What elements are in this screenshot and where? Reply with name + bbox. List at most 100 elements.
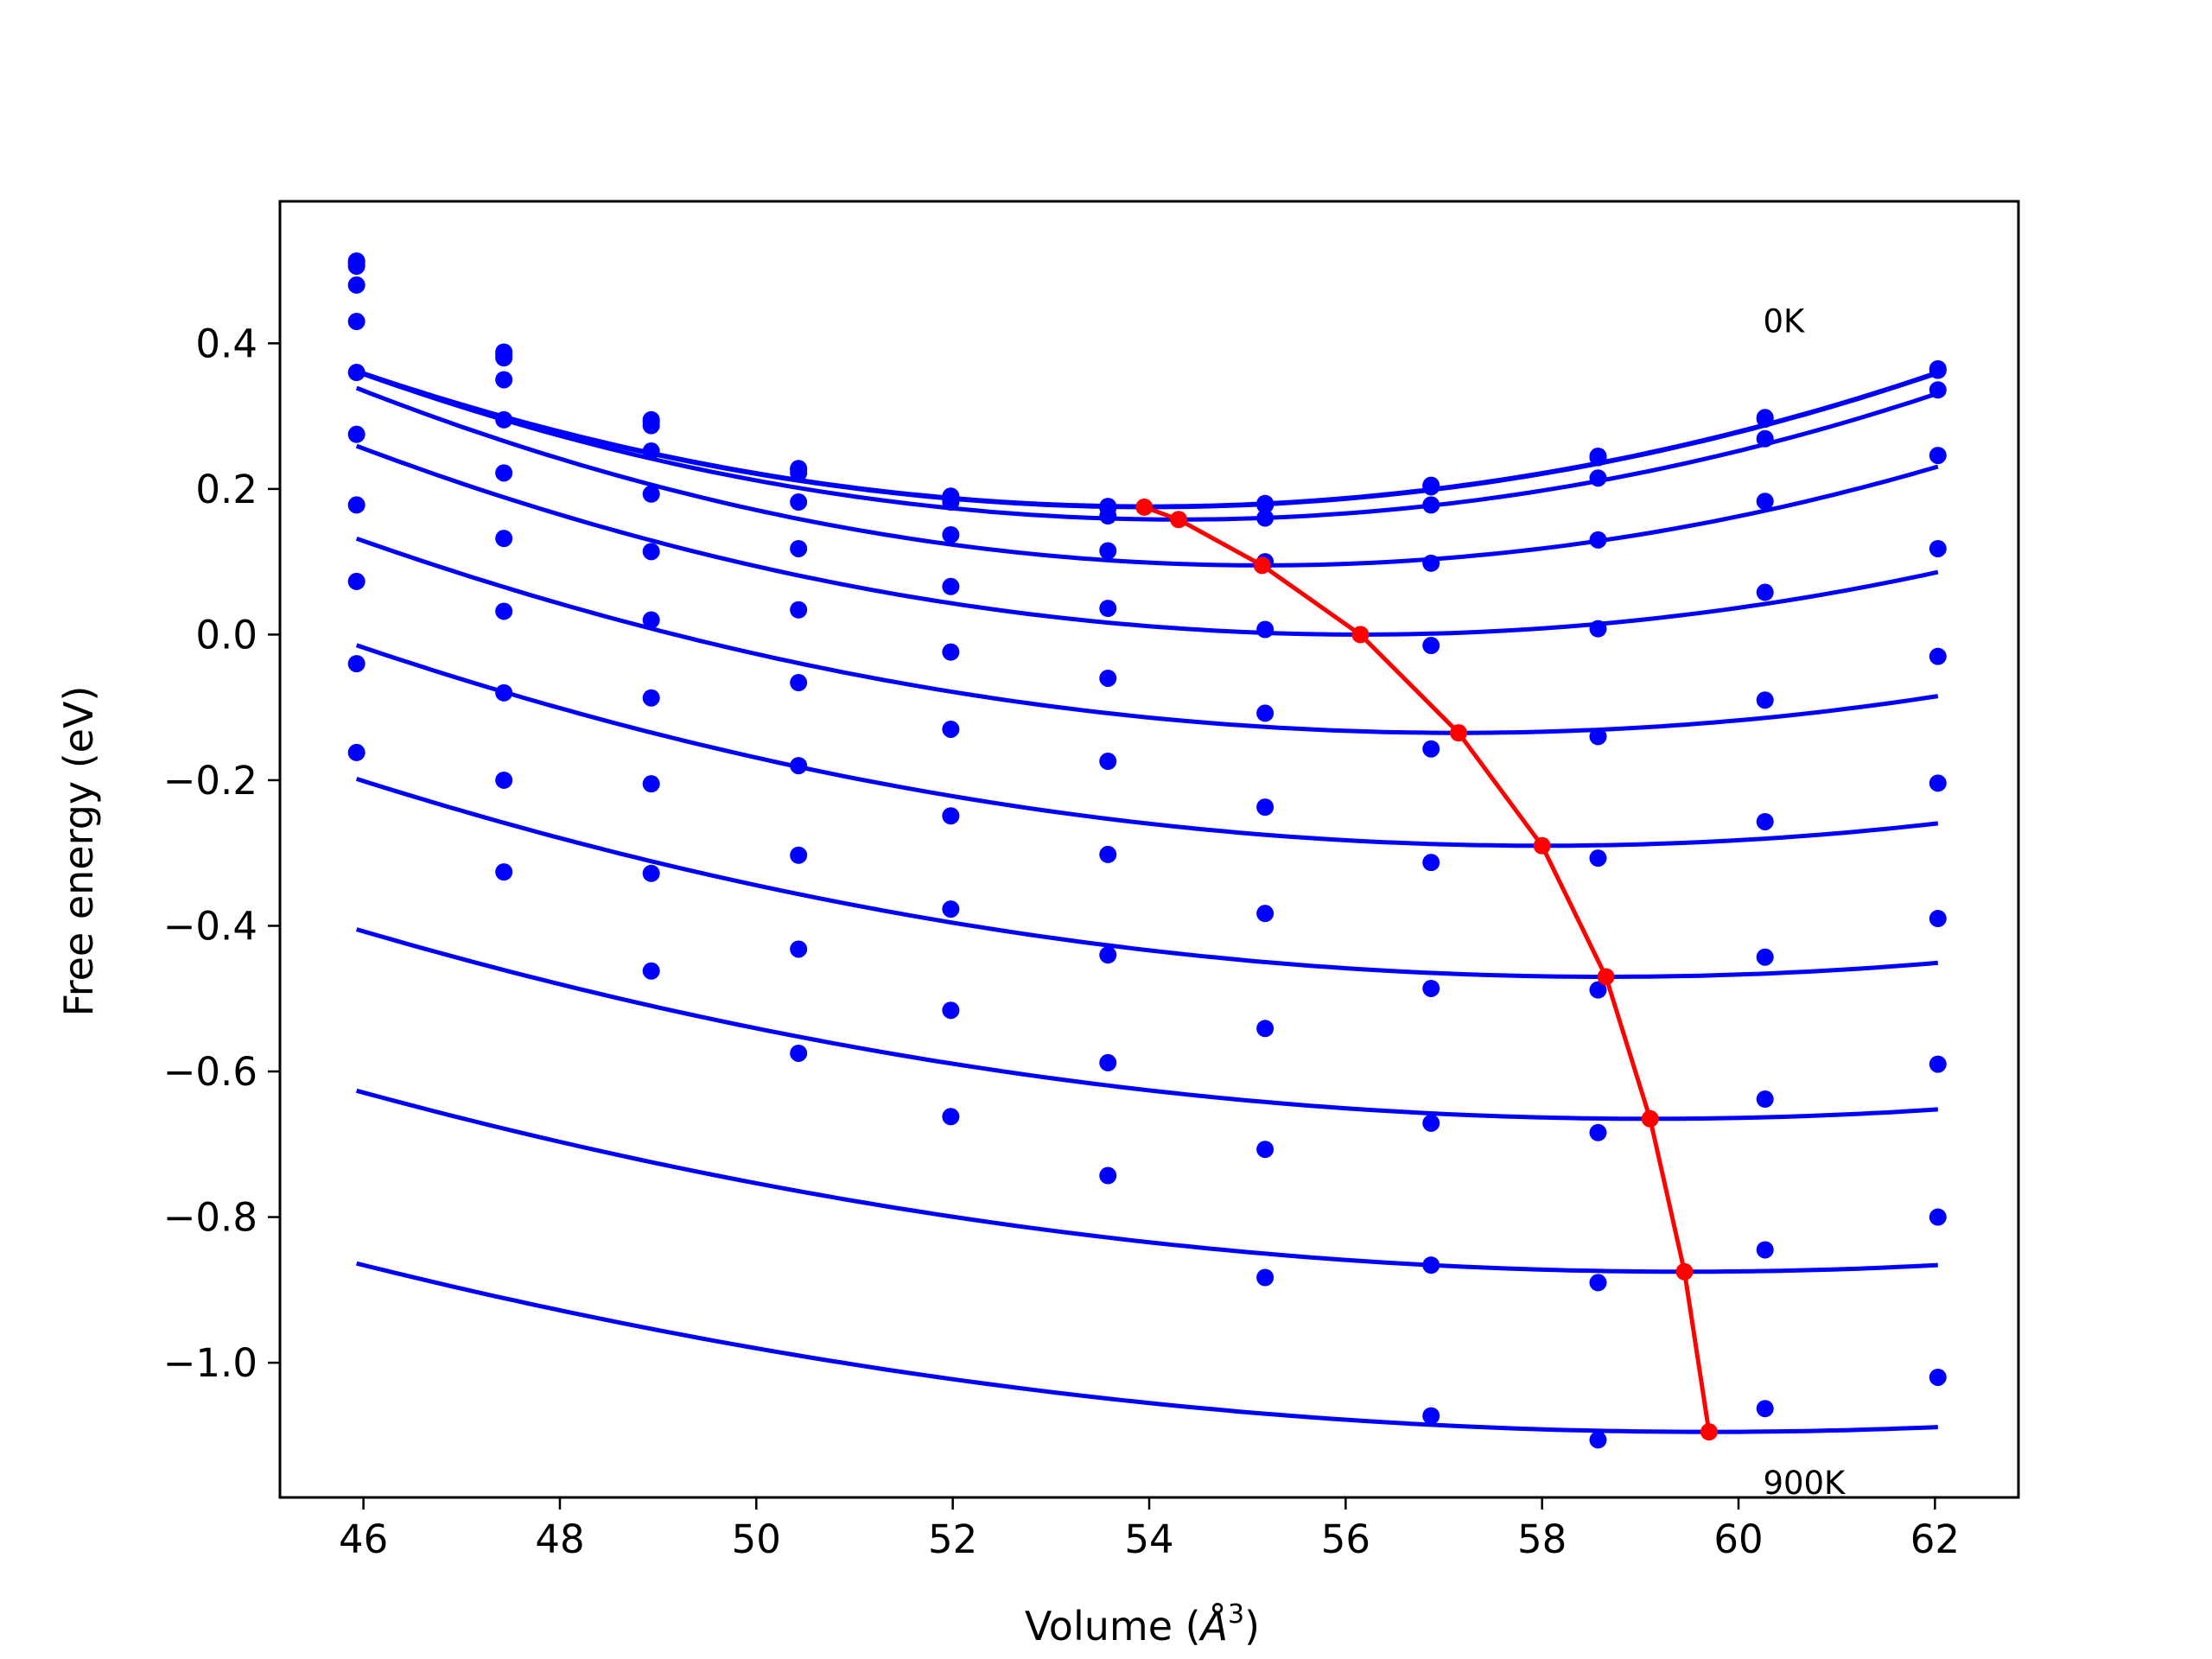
- y-tick-label: −1.0: [163, 1340, 257, 1386]
- fit-curve: [355, 777, 1939, 979]
- data-point: [1099, 1166, 1117, 1185]
- minimum-path-line: [1143, 505, 1712, 1433]
- data-point: [642, 775, 660, 793]
- data-point: [1589, 1431, 1607, 1449]
- minimum-path-point: [1533, 836, 1551, 855]
- data-point: [1756, 409, 1774, 427]
- y-tick-label: −0.8: [163, 1195, 257, 1241]
- data-point: [347, 425, 365, 443]
- data-point: [495, 410, 513, 429]
- data-point: [1756, 1241, 1774, 1259]
- data-point: [495, 371, 513, 389]
- plot-frame: [278, 200, 2020, 1499]
- fit-curve: [355, 369, 1939, 509]
- minimum-path-point: [1351, 626, 1370, 644]
- minimum-path-point: [1450, 724, 1468, 742]
- data-point: [1256, 494, 1274, 512]
- fit-curve: [355, 385, 1939, 568]
- data-point: [790, 1044, 808, 1062]
- data-point: [1929, 359, 1947, 378]
- y-tick-label: 0.4: [195, 321, 257, 366]
- x-axis-ticks: 46 48 50 52 54 56 58 60 62: [339, 1497, 1960, 1562]
- data-point: [347, 743, 365, 761]
- x-tick-label: 52: [928, 1516, 977, 1562]
- data-point: [1589, 728, 1607, 746]
- data-point: [347, 364, 365, 382]
- data-point: [1422, 854, 1440, 872]
- data-point: [1589, 1274, 1607, 1292]
- x-tick-label: 46: [339, 1516, 388, 1562]
- x-tick-label: 48: [535, 1516, 584, 1562]
- data-points: [347, 252, 1947, 1449]
- fit-curve: [356, 927, 1938, 1122]
- data-point: [790, 493, 808, 512]
- data-point: [790, 464, 808, 482]
- data-point: [1422, 979, 1440, 997]
- data-point: [1929, 910, 1947, 928]
- data-point: [642, 962, 660, 980]
- data-point: [1589, 447, 1607, 465]
- x-axis-label-symbol: Å: [1198, 1603, 1228, 1649]
- y-tick-label: −0.4: [163, 903, 257, 949]
- data-point: [790, 846, 808, 864]
- fit-curve: [355, 369, 1939, 522]
- data-point: [1929, 1368, 1947, 1386]
- x-axis-label-text: Volume (: [1025, 1603, 1201, 1649]
- data-point: [1422, 1114, 1440, 1132]
- data-point: [1256, 1020, 1274, 1038]
- data-point: [642, 611, 660, 629]
- data-point: [1589, 981, 1607, 999]
- data-point: [1256, 509, 1274, 527]
- data-point: [642, 864, 660, 882]
- data-point: [942, 900, 960, 918]
- data-point: [1756, 691, 1774, 709]
- data-point: [347, 572, 365, 590]
- data-point: [1099, 669, 1117, 687]
- data-point: [642, 442, 660, 461]
- data-point: [347, 655, 365, 673]
- data-point: [1256, 905, 1274, 923]
- minimum-path-point: [1641, 1109, 1659, 1128]
- data-point: [1929, 1208, 1947, 1226]
- data-point: [642, 485, 660, 503]
- data-point: [1099, 845, 1117, 863]
- data-point: [1422, 554, 1440, 572]
- data-point: [942, 807, 960, 825]
- data-point: [790, 539, 808, 557]
- data-point: [1422, 1407, 1440, 1425]
- data-point: [642, 416, 660, 435]
- x-axis-label: Volume (Å3): [1025, 1599, 1260, 1649]
- data-point: [495, 602, 513, 620]
- data-point: [790, 940, 808, 958]
- data-point: [495, 464, 513, 482]
- fit-curve: [355, 536, 1939, 735]
- x-axis-label-close: ): [1244, 1603, 1260, 1649]
- data-point: [1256, 620, 1274, 639]
- y-tick-label: 0.2: [195, 467, 257, 512]
- data-point: [1589, 469, 1607, 487]
- data-point: [495, 683, 513, 702]
- annotations: 0K 900K: [1763, 303, 1847, 1502]
- fit-curve: [356, 1088, 1938, 1274]
- data-point: [1099, 600, 1117, 618]
- data-point: [642, 689, 660, 707]
- data-point: [1256, 798, 1274, 817]
- x-tick-label: 56: [1321, 1516, 1370, 1562]
- data-point: [1756, 429, 1774, 448]
- data-point: [1589, 531, 1607, 549]
- data-point: [942, 1001, 960, 1020]
- data-point: [1756, 948, 1774, 966]
- data-point: [1422, 637, 1440, 655]
- data-point: [1422, 476, 1440, 494]
- data-point: [942, 577, 960, 595]
- data-point: [347, 276, 365, 294]
- data-point: [942, 720, 960, 738]
- minimum-path-point: [1170, 511, 1188, 529]
- x-tick-label: 60: [1713, 1516, 1763, 1562]
- y-axis-label: Free energy (eV): [55, 686, 102, 1017]
- data-point: [1099, 542, 1117, 560]
- data-point: [942, 1108, 960, 1126]
- minimum-path-point: [1253, 556, 1271, 575]
- y-tick-label: 0.0: [195, 612, 257, 658]
